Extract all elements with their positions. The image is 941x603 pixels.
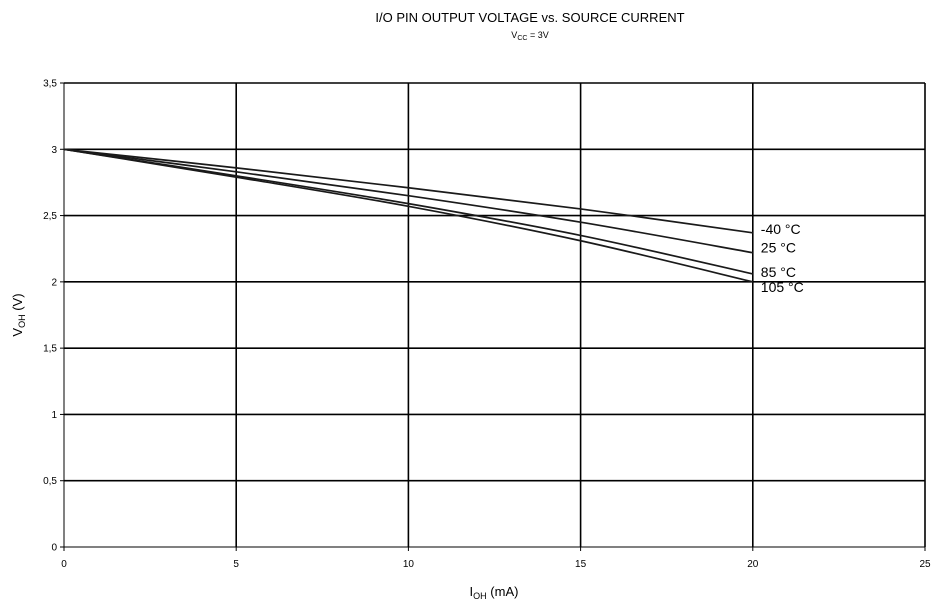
series-label: -40 °C [761,221,801,237]
chart-subtitle: VCC = 3V [511,30,548,42]
chart-title: I/O PIN OUTPUT VOLTAGE vs. SOURCE CURREN… [375,10,684,25]
y-tick-label: 0 [51,543,57,554]
x-axis-label: IOH (mA) [470,584,519,601]
axes [63,83,925,548]
series-label: 25 °C [761,240,796,256]
series-line [63,148,753,275]
x-tick-label: 25 [919,559,931,570]
x-tick-label: 10 [403,559,415,570]
y-tick-label: 1 [51,410,57,421]
series-line [63,148,753,254]
x-tick-label: 20 [747,559,759,570]
y-ticks: 0 0,5 1 1,5 2 2,5 3 3,5 [43,79,64,554]
series-line [63,148,753,234]
y-tick-label: 1,5 [43,344,57,355]
series-label: 85 °C [761,264,796,280]
x-ticks: 0 5 10 15 20 25 [61,547,931,570]
x-tick-label: 0 [61,559,67,570]
y-tick-label: 2 [51,277,57,288]
y-tick-label: 0,5 [43,476,57,487]
y-axis-label: VOH (V) [10,293,27,336]
grid [64,82,926,547]
series-line [63,148,753,283]
y-tick-label: 3,5 [43,79,57,90]
y-tick-label: 2,5 [43,211,57,222]
x-tick-label: 5 [233,559,239,570]
series-lines [63,148,753,283]
x-tick-label: 15 [575,559,587,570]
y-tick-label: 3 [51,145,57,156]
series-label: 105 °C [761,279,804,295]
